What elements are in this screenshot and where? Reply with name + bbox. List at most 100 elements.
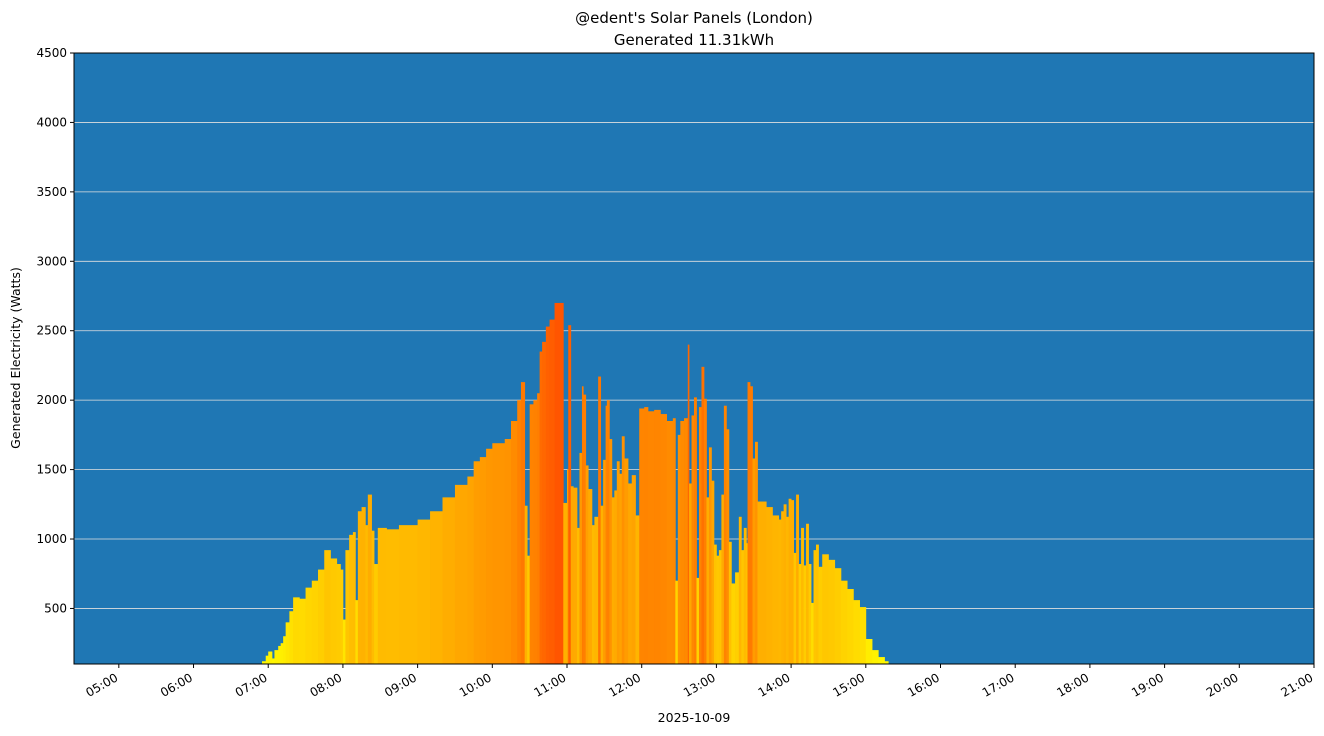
bar bbox=[517, 400, 522, 664]
bar bbox=[568, 325, 572, 664]
x-tick-label: 12:00 bbox=[606, 670, 643, 699]
bar bbox=[778, 519, 782, 664]
bar bbox=[371, 530, 375, 664]
bar bbox=[479, 457, 487, 664]
bar bbox=[573, 487, 578, 664]
bar bbox=[772, 515, 780, 664]
bar bbox=[377, 527, 387, 664]
bar bbox=[818, 566, 823, 664]
bar bbox=[560, 302, 564, 664]
bar bbox=[723, 405, 727, 664]
x-tick-label: 07:00 bbox=[233, 670, 270, 699]
x-tick-label: 18:00 bbox=[1054, 670, 1091, 699]
bar bbox=[454, 484, 468, 664]
bar bbox=[342, 619, 346, 664]
bar bbox=[330, 558, 338, 664]
bar bbox=[355, 600, 359, 664]
bar bbox=[585, 465, 589, 664]
bar bbox=[677, 434, 681, 665]
bar bbox=[606, 400, 610, 664]
x-tick-label: 17:00 bbox=[980, 670, 1017, 699]
bar bbox=[644, 407, 649, 664]
bar bbox=[581, 386, 584, 664]
x-tick-label: 21:00 bbox=[1279, 670, 1316, 699]
y-tick-label: 1500 bbox=[36, 463, 67, 477]
x-tick-label: 20:00 bbox=[1204, 670, 1241, 699]
bar bbox=[398, 525, 419, 664]
y-tick-label: 3500 bbox=[36, 185, 67, 199]
bar bbox=[563, 502, 568, 664]
bar bbox=[872, 650, 879, 664]
bar bbox=[430, 511, 443, 664]
x-tick-label: 15:00 bbox=[830, 670, 867, 699]
bar bbox=[853, 600, 860, 664]
bar bbox=[520, 382, 526, 664]
x-tick-label: 19:00 bbox=[1129, 670, 1166, 699]
bar bbox=[691, 415, 695, 664]
bar bbox=[576, 527, 580, 664]
bar bbox=[345, 550, 350, 664]
bar bbox=[735, 572, 740, 664]
bar bbox=[708, 447, 712, 664]
bar bbox=[647, 411, 655, 664]
bar bbox=[631, 475, 636, 664]
bar bbox=[533, 400, 538, 664]
x-tick-label: 16:00 bbox=[905, 670, 942, 699]
bar bbox=[696, 577, 700, 664]
bar bbox=[305, 587, 313, 665]
plot-frame bbox=[73, 52, 1315, 665]
bar bbox=[840, 580, 848, 664]
bar bbox=[289, 611, 294, 664]
bar bbox=[600, 505, 604, 664]
bar bbox=[660, 414, 668, 664]
bar bbox=[747, 382, 751, 664]
bar bbox=[524, 505, 528, 664]
bar bbox=[504, 439, 512, 664]
bar bbox=[635, 515, 640, 664]
bar bbox=[786, 516, 790, 664]
bar bbox=[628, 483, 633, 664]
bar bbox=[675, 580, 679, 664]
bar bbox=[268, 651, 273, 664]
bar bbox=[545, 326, 550, 664]
bar bbox=[352, 532, 356, 664]
bar bbox=[783, 504, 787, 664]
y-tick-label: 3000 bbox=[36, 254, 67, 268]
y-tick-label: 4500 bbox=[36, 46, 67, 60]
bar bbox=[746, 543, 748, 664]
bar bbox=[834, 568, 842, 664]
bar bbox=[594, 516, 599, 664]
bar bbox=[726, 429, 730, 664]
bar bbox=[492, 443, 506, 664]
bar bbox=[808, 564, 812, 664]
bar bbox=[706, 497, 710, 664]
bar bbox=[579, 452, 583, 664]
bar bbox=[529, 404, 534, 664]
bar bbox=[711, 480, 715, 664]
bar bbox=[738, 516, 742, 664]
bar bbox=[285, 622, 290, 664]
bar bbox=[554, 302, 562, 664]
bar bbox=[639, 408, 645, 664]
bar bbox=[798, 564, 802, 664]
bar bbox=[847, 589, 854, 664]
bar bbox=[542, 341, 547, 664]
bar bbox=[718, 550, 722, 664]
bar bbox=[684, 418, 689, 664]
y-tick-label: 1000 bbox=[36, 532, 67, 546]
bar bbox=[361, 507, 366, 664]
bar bbox=[865, 639, 873, 664]
bar bbox=[324, 550, 331, 664]
bar bbox=[567, 469, 569, 664]
y-tick-label: 2500 bbox=[36, 324, 67, 338]
bar bbox=[537, 393, 541, 664]
bar bbox=[624, 458, 629, 664]
bar bbox=[527, 555, 531, 664]
bar bbox=[311, 580, 319, 664]
bar bbox=[796, 494, 799, 664]
bar bbox=[274, 650, 279, 664]
y-axis: 500 1000 1500 2000 2500 3000 3500 4000 4500 bbox=[36, 46, 74, 615]
bar bbox=[386, 529, 400, 664]
bar bbox=[672, 418, 676, 664]
